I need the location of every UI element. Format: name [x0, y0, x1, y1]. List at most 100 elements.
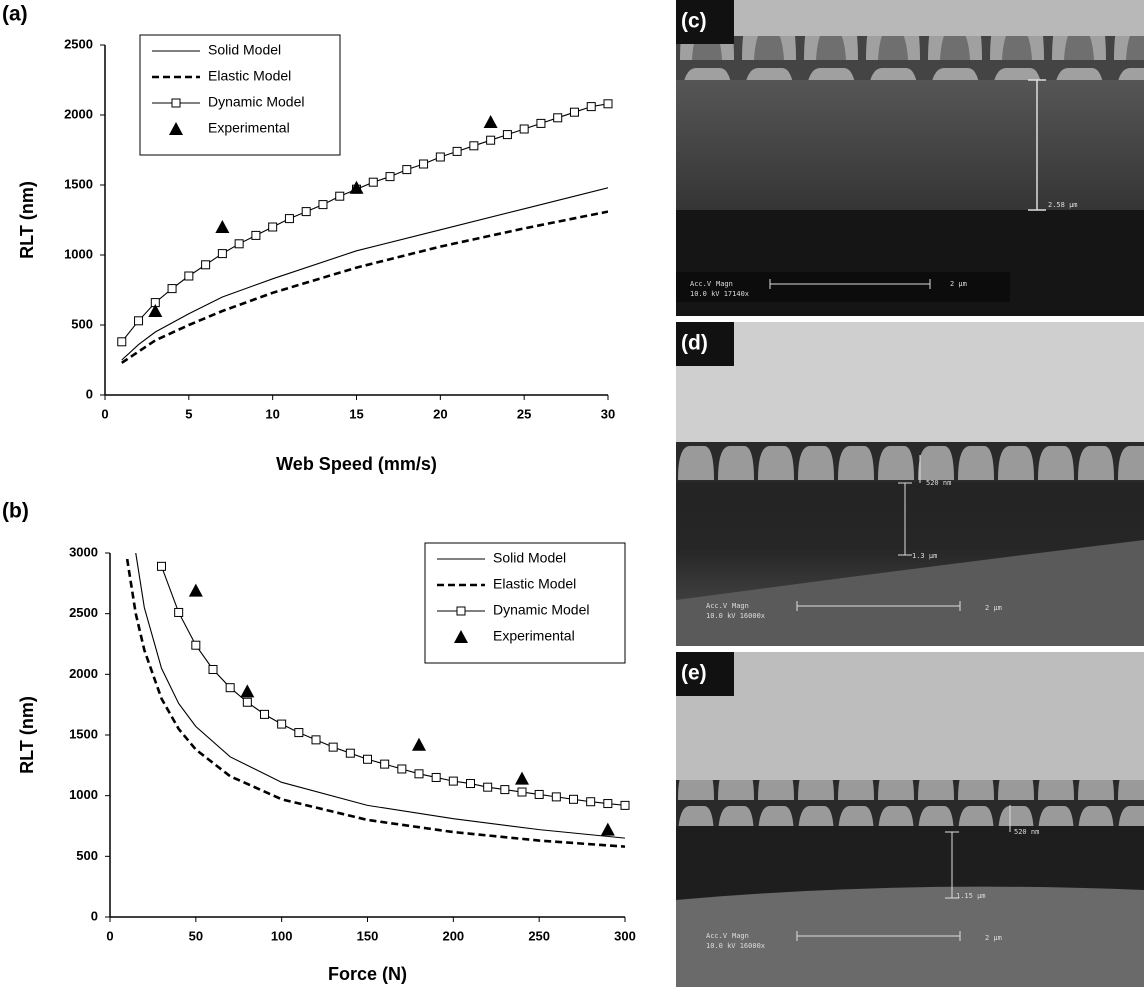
sem-image-d: (d) 520 nm 1.3 µm Acc.V Magn 10.0 kV 160… [676, 322, 1144, 646]
square-marker [380, 759, 390, 769]
x-tick-label: 200 [442, 928, 464, 943]
square-marker [201, 260, 211, 270]
square-marker [483, 782, 493, 792]
triangle-marker [240, 684, 255, 698]
y-tick-label: 1000 [64, 246, 93, 261]
panel-label: (c) [681, 10, 707, 33]
y-tick-label: 500 [71, 316, 93, 331]
x-tick-label: 10 [265, 406, 279, 421]
square-marker [225, 683, 235, 693]
triangle-marker [148, 304, 163, 317]
square-marker [277, 719, 287, 729]
x-tick-label: 25 [517, 406, 531, 421]
square-marker [311, 735, 321, 745]
square-marker [294, 728, 304, 738]
square-marker [419, 159, 429, 169]
y-tick-label: 1500 [69, 726, 98, 741]
square-marker [167, 284, 177, 294]
square-marker [174, 607, 184, 617]
square-marker [368, 177, 378, 187]
square-marker [402, 165, 412, 175]
square-marker [301, 207, 311, 217]
measurement: 2.58 µm [1048, 201, 1078, 209]
chart: (b)0 50 100 150 200 250 3000500100015002000250… [2, 500, 636, 984]
square-marker [466, 779, 475, 789]
series-line [160, 566, 625, 806]
panel-label: (d) [681, 332, 708, 355]
series-line [121, 210, 608, 364]
acc-v: Acc.V [690, 280, 712, 288]
triangle-marker [169, 122, 183, 135]
scale-bar: 2 µm [950, 280, 967, 288]
magn: Magn [732, 602, 749, 610]
legend-label: Experimental [493, 628, 575, 644]
series-line [121, 187, 608, 361]
square-marker [620, 800, 630, 810]
square-marker [345, 748, 355, 758]
square-marker [171, 98, 181, 108]
x-tick-label: 20 [433, 406, 447, 421]
square-marker [534, 789, 544, 799]
triangle-marker [515, 771, 529, 785]
settings: 10.0 kV 16000x [706, 942, 765, 950]
square-marker [469, 141, 479, 151]
acc-v: Acc.V [706, 932, 728, 940]
square-marker [569, 794, 578, 804]
panel-label: (a) [2, 3, 28, 26]
square-marker [448, 776, 458, 786]
chart: (a) 0 5 10 15 20 25 30 0 500 1000 1500 2000 2500 Web S… [2, 3, 615, 474]
legend-label: Solid Model [208, 42, 281, 58]
y-tick-label: 500 [76, 848, 98, 863]
series-line [135, 553, 625, 839]
triangle-marker [412, 737, 426, 751]
magn: Magn [716, 280, 733, 288]
square-marker [551, 792, 561, 802]
panel-label: (e) [681, 662, 707, 685]
square-marker [603, 799, 613, 809]
square-marker [586, 797, 596, 807]
legend-label: Dynamic Model [208, 94, 304, 110]
square-marker [517, 787, 527, 797]
square-marker [217, 249, 227, 259]
square-marker [251, 230, 261, 240]
triangle-marker [188, 583, 203, 597]
triangle-marker [215, 220, 230, 233]
square-marker [268, 222, 278, 232]
y-tick-label: 3000 [69, 544, 98, 559]
y-tick-label: 2000 [64, 106, 93, 121]
panel-label: (b) [2, 500, 29, 523]
square-marker [157, 561, 166, 571]
y-tick-label: 2000 [69, 666, 98, 681]
triangle-marker [349, 180, 364, 194]
measurement: 1.15 µm [956, 892, 986, 900]
square-marker [502, 130, 512, 140]
x-tick-label: 0 [106, 928, 113, 943]
square-marker [284, 214, 294, 224]
x-axis-label: Force (N) [328, 964, 407, 984]
legend-label: Solid Model [493, 550, 566, 566]
square-marker [318, 200, 328, 210]
y-tick-label: 0 [86, 386, 93, 401]
legend: Solid Model Elastic Model Dynamic Model Exp… [139, 34, 341, 156]
y-tick-label: 2500 [64, 36, 93, 51]
magn: Magn [732, 932, 749, 940]
legend-label: Experimental [208, 120, 290, 136]
sem-image-e: (e) 520 nm 1.15 µm Acc.V Magn 10.0 kV 16… [676, 652, 1144, 987]
legend-label: Elastic Model [208, 68, 291, 84]
y-tick-label: 1000 [69, 787, 98, 802]
square-marker [117, 337, 127, 347]
square-marker [208, 664, 218, 674]
square-marker [335, 191, 345, 201]
y-tick-label: 1500 [64, 176, 93, 191]
square-marker [134, 316, 144, 326]
square-marker [328, 742, 338, 752]
legend-label: Dynamic Model [493, 602, 589, 618]
series-line [125, 558, 625, 848]
x-tick-label: 150 [357, 928, 379, 943]
square-marker [586, 102, 596, 112]
square-marker [385, 172, 395, 182]
triangle-marker [483, 115, 498, 128]
x-axis-label: Web Speed (mm/s) [276, 454, 437, 474]
triangle-marker [600, 822, 615, 836]
